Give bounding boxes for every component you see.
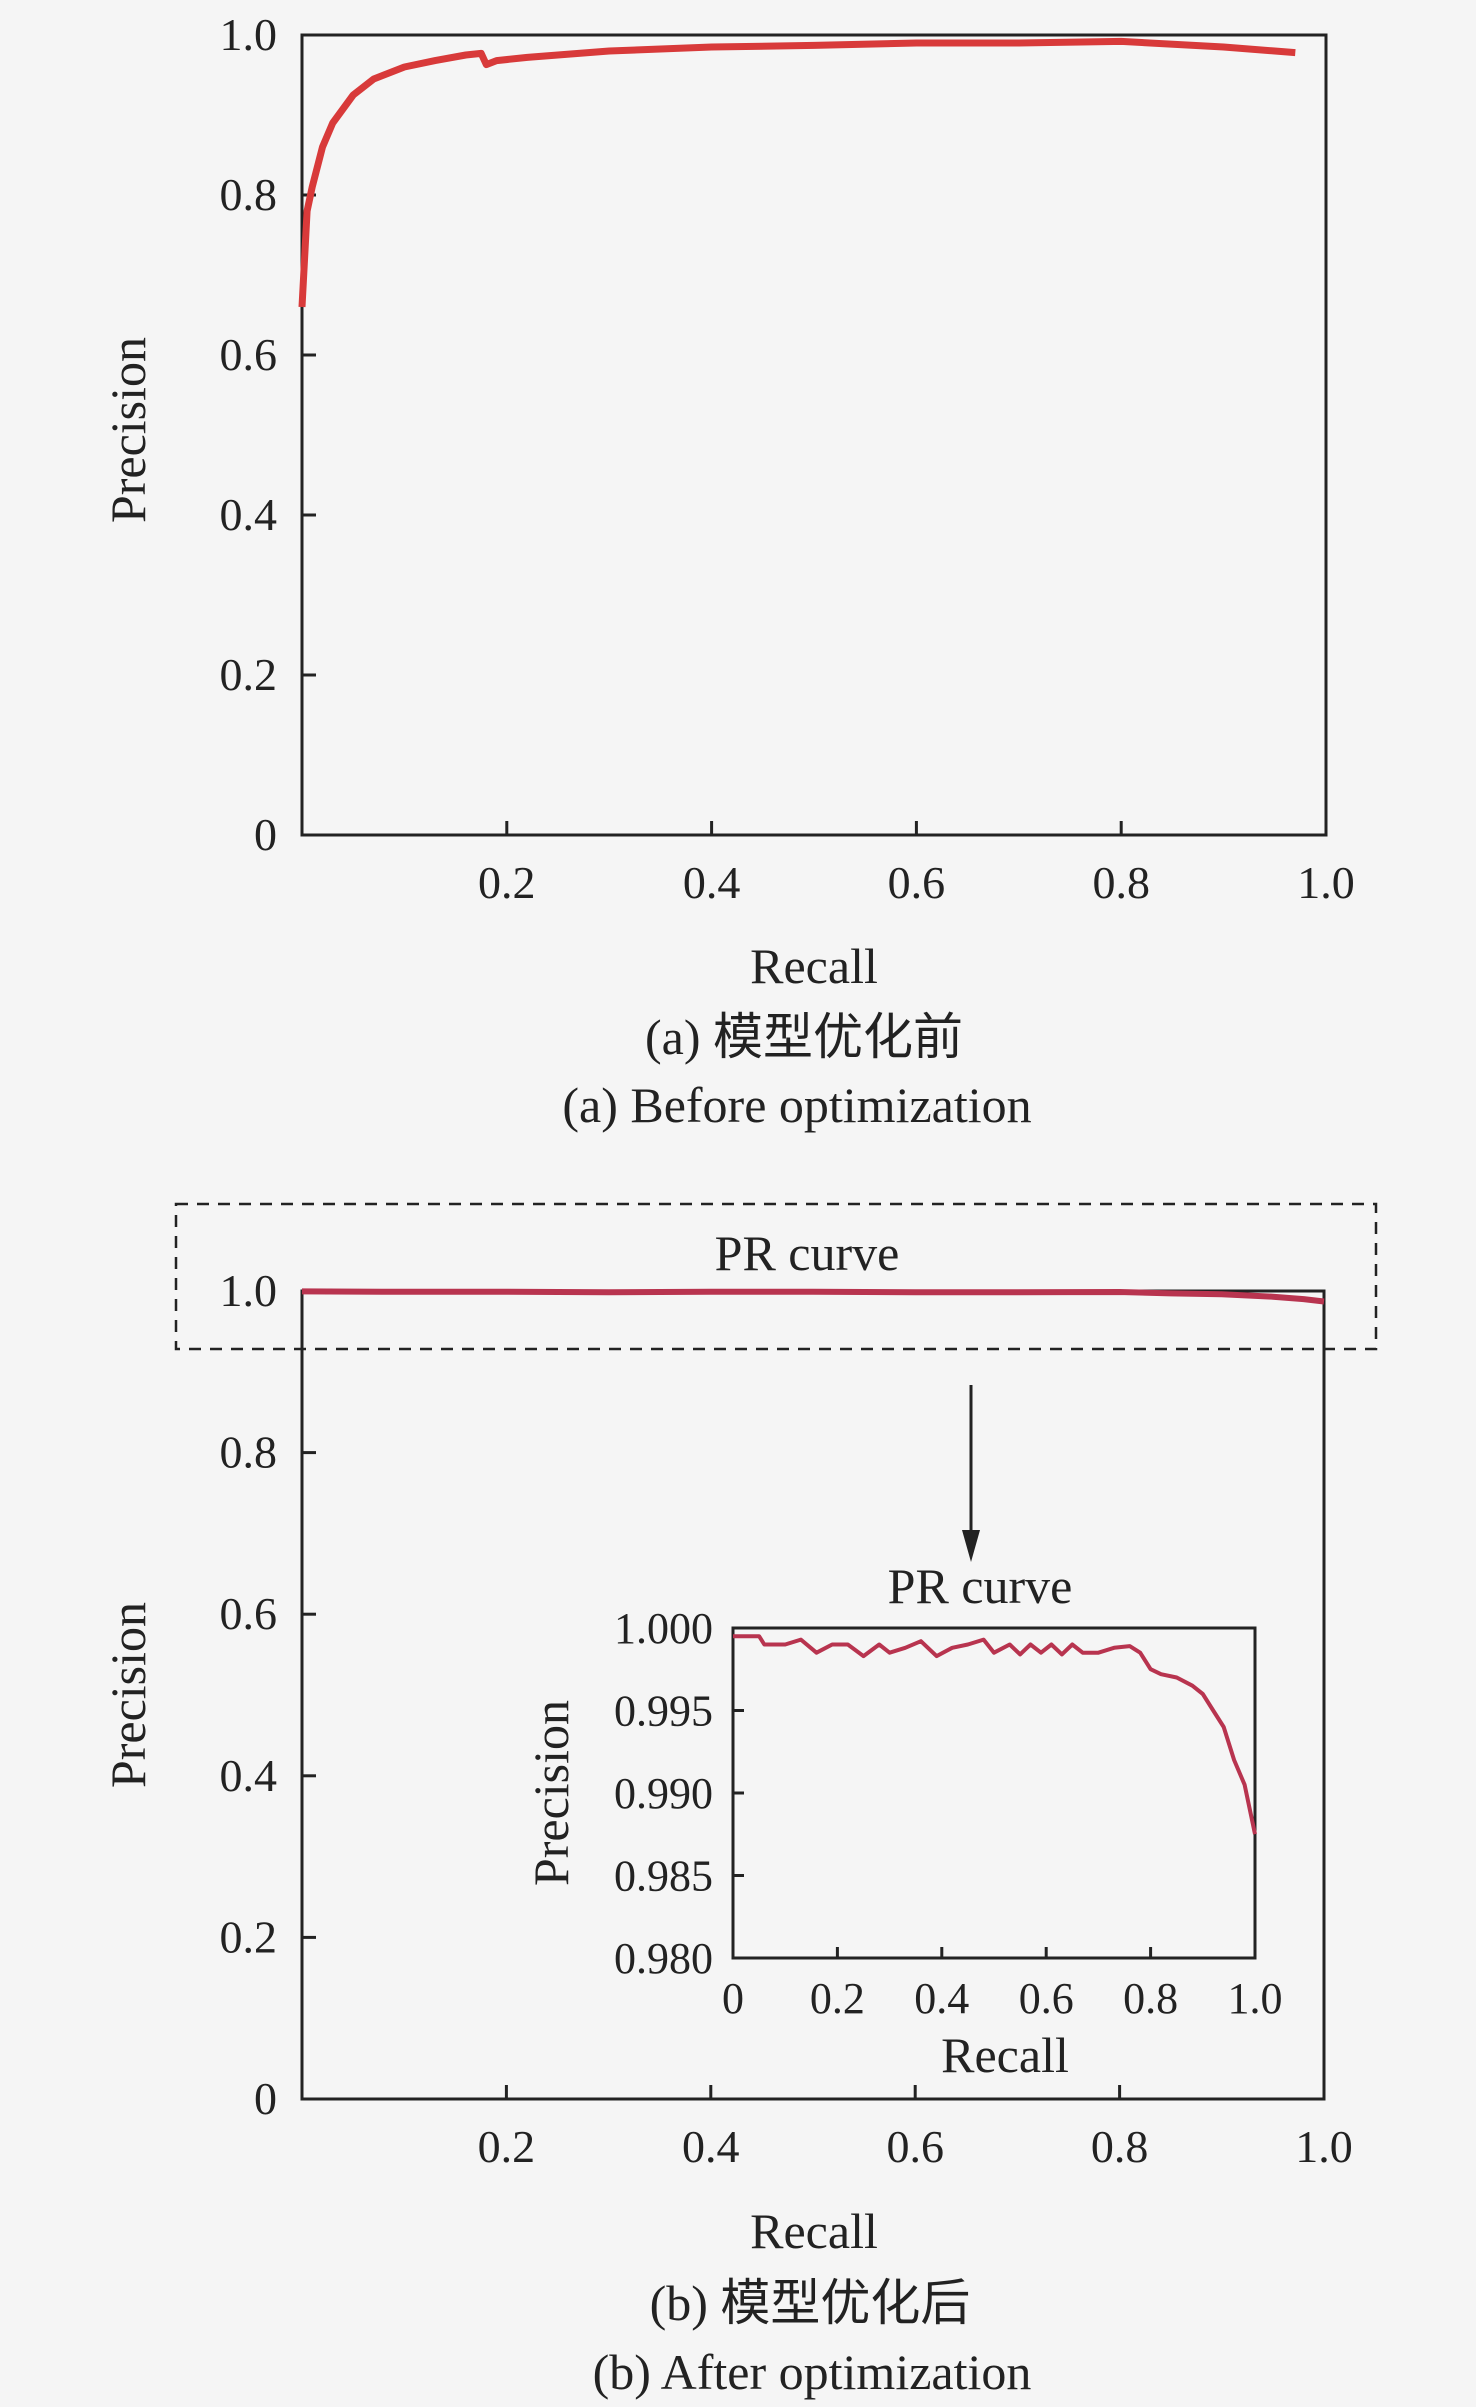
inset-y-tick-label: 0.995 xyxy=(614,1687,713,1736)
panel-b-y-tick-label: 0.4 xyxy=(220,1750,278,1801)
panel-a-y-tick-label: 0.6 xyxy=(220,329,278,380)
inset-y-tick-label: 0.980 xyxy=(614,1934,713,1983)
inset-x-axis-title: Recall xyxy=(941,2027,1069,2083)
panel-a-y-tick-label: 0 xyxy=(254,809,277,860)
inset-y-tick-label: 0.985 xyxy=(614,1852,713,1901)
panel-a-x-tick-label: 0.8 xyxy=(1092,857,1150,908)
panel-a-x-ticks: 0.2 0.4 0.6 0.8 1.0 xyxy=(478,821,1355,908)
panel-a-x-tick-label: 0.6 xyxy=(888,857,946,908)
highlight-box-label: PR curve xyxy=(715,1225,900,1281)
inset-y-tick-label: 1.000 xyxy=(614,1604,713,1653)
panel-a-y-tick-label: 0.4 xyxy=(220,489,278,540)
panel-b-pr-curve xyxy=(301,1288,1325,1305)
panel-a-caption-en: (a) Before optimization xyxy=(562,1077,1031,1133)
inset-x-tick-label: 0 xyxy=(722,1974,744,2023)
zoom-arrow-head xyxy=(962,1530,980,1562)
inset-pr-curve xyxy=(733,1634,1257,1835)
inset-title: PR curve xyxy=(888,1558,1073,1614)
panel-b-x-tick-label: 1.0 xyxy=(1295,2121,1353,2172)
panel-b-y-axis-title: Precision xyxy=(100,1602,156,1788)
inset-x-tick-label: 0.4 xyxy=(914,1974,969,2023)
panel-b-x-tick-label: 0.8 xyxy=(1091,2121,1149,2172)
inset-x-tick-label: 0.8 xyxy=(1123,1974,1178,2023)
panel-b-y-tick-label: 1.0 xyxy=(220,1265,278,1316)
inset-y-ticks: 0.980 0.985 0.990 0.995 1.000 xyxy=(614,1604,744,1983)
zoom-highlight-box xyxy=(174,1202,1378,1351)
panel-b-x-tick-label: 0.6 xyxy=(886,2121,944,2172)
panel-a-y-ticks: 0 0.2 0.4 0.6 0.8 1.0 xyxy=(220,9,316,860)
panel-a-x-tick-label: 1.0 xyxy=(1297,857,1355,908)
panel-a-y-axis-title: Precision xyxy=(100,337,156,523)
panel-a-x-tick-label: 0.4 xyxy=(683,857,741,908)
panel-b-y-ticks: 0 0.2 0.4 0.6 0.8 1.0 xyxy=(220,1265,316,2124)
panel-a-y-tick-label: 1.0 xyxy=(220,9,278,60)
panel-b-x-tick-label: 0.4 xyxy=(682,2121,740,2172)
panel-a-caption-cn: (a) 模型优化前 xyxy=(645,1009,963,1065)
inset-y-axis-title: Precision xyxy=(523,1700,579,1886)
panel-a-x-tick-label: 0.2 xyxy=(478,857,536,908)
inset-x-tick-label: 0.2 xyxy=(810,1974,865,2023)
panel-a-chart: 0 0.2 0.4 0.6 0.8 1.0 0.2 0.4 0.6 0.8 1.0 Precisi… xyxy=(100,9,1355,1133)
inset-y-tick-label: 0.990 xyxy=(614,1769,713,1818)
panel-a-x-axis-title: Recall xyxy=(750,938,878,994)
inset-x-tick-label: 0.6 xyxy=(1019,1974,1074,2023)
panel-b-caption-cn: (b) 模型优化后 xyxy=(650,2275,971,2331)
panel-b-x-axis-title: Recall xyxy=(750,2203,878,2259)
panel-b-caption-en: (b) After optimization xyxy=(593,2344,1032,2400)
panel-a-pr-curve xyxy=(298,37,1296,308)
panel-a-y-tick-label: 0.2 xyxy=(220,649,278,700)
panel-b-x-tick-label: 0.2 xyxy=(478,2121,536,2172)
inset-x-tick-label: 1.0 xyxy=(1228,1974,1283,2023)
panel-b-y-tick-label: 0 xyxy=(254,2073,277,2124)
inset-x-ticks: 0 0.2 0.4 0.6 0.8 1.0 xyxy=(722,1947,1283,2023)
panel-b-y-tick-label: 0.2 xyxy=(220,1911,278,1962)
panel-a-y-tick-label: 0.8 xyxy=(220,169,278,220)
panel-b-chart: 0 0.2 0.4 0.6 0.8 1.0 0.2 0.4 0.6 0.8 1.0 PR curv… xyxy=(100,1202,1378,2400)
panel-b-x-ticks: 0.2 0.4 0.6 0.8 1.0 xyxy=(478,2085,1353,2172)
panel-b-inset-chart: 0.980 0.985 0.990 0.995 1.000 0 0.2 0.4 0.6 0.8 1… xyxy=(523,1558,1283,2083)
panel-b-y-tick-label: 0.6 xyxy=(220,1588,278,1639)
panel-a-plot-frame xyxy=(300,33,1328,837)
panel-b-y-tick-label: 0.8 xyxy=(220,1427,278,1478)
